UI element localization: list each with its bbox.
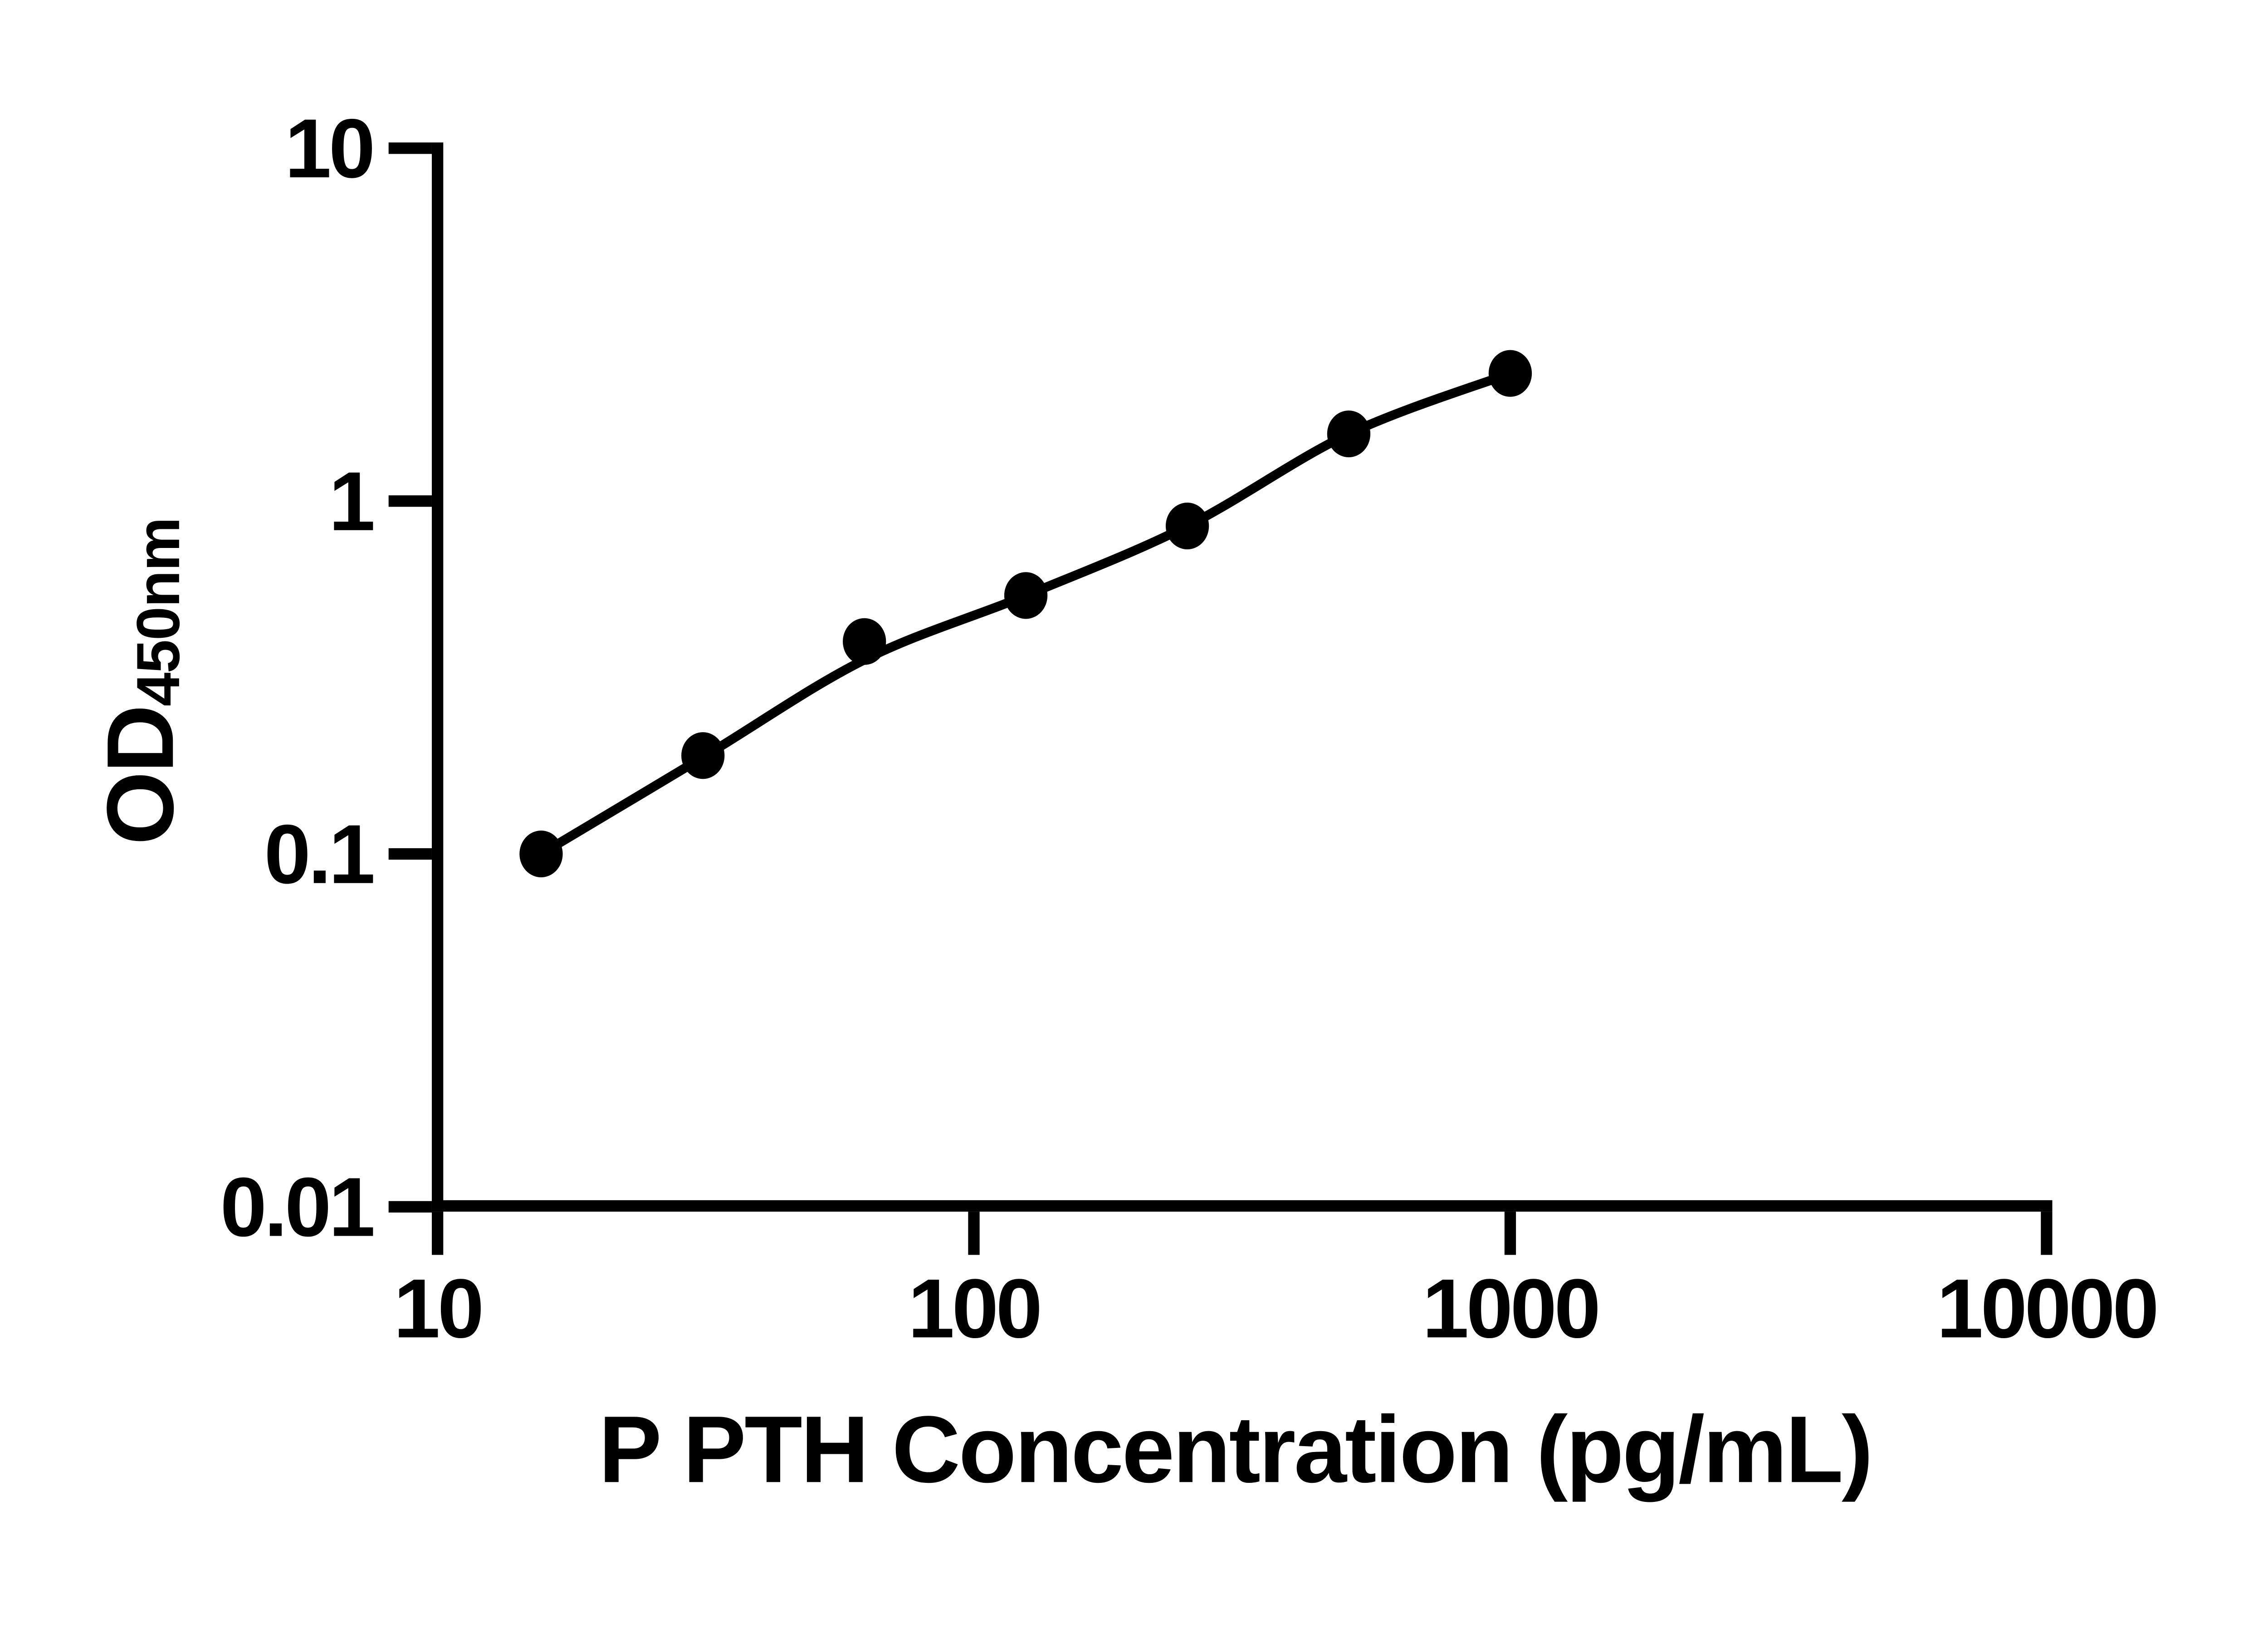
y-axis-title-subscript: 450nm (125, 518, 192, 706)
data-point-x31.25 (681, 732, 725, 779)
y-tick-0.1 (388, 848, 432, 860)
x-tick-1000 (1504, 1212, 1516, 1255)
y-tick-10 (388, 142, 432, 154)
data-point-x62.5 (843, 618, 886, 665)
y-tick-label-10: 10 (285, 102, 373, 196)
y-tick-label-1: 1 (329, 455, 373, 548)
data-point-x15.6 (519, 830, 563, 878)
x-tick-10 (431, 1212, 444, 1255)
data-points-group (519, 350, 1532, 878)
y-tick-1 (388, 495, 432, 507)
data-point-x1000 (1488, 350, 1532, 397)
elisa-standard-curve-figure: 10 1 0.1 0.01 10 100 1000 10000 P PTH Concentra… (88, 102, 2159, 1503)
y-axis-line (431, 142, 444, 1212)
x-tick-label-100: 100 (908, 1262, 1040, 1355)
x-tick-100 (968, 1212, 980, 1255)
y-axis-title-main: OD (88, 706, 193, 845)
x-tick-label-1000: 1000 (1422, 1262, 1598, 1355)
data-point-x125 (1004, 572, 1048, 619)
axis-ticks (388, 142, 2053, 1255)
x-axis-line (431, 1200, 2053, 1212)
x-axis-title: P PTH Concentration (pg/mL) (599, 1397, 1872, 1502)
axes (431, 142, 2053, 1212)
data-point-x500 (1327, 410, 1371, 458)
y-tick-label-0.01: 0.01 (220, 1161, 373, 1254)
data-point-x250 (1165, 503, 1209, 550)
x-tick-label-10: 10 (394, 1262, 482, 1355)
y-tick-label-0.1: 0.1 (264, 808, 373, 901)
y-tick-0.01 (388, 1201, 432, 1213)
y-axis-title: OD450nm (88, 518, 193, 845)
x-tick-10000 (2041, 1212, 2053, 1255)
x-tick-label-10000: 10000 (1937, 1262, 2157, 1355)
